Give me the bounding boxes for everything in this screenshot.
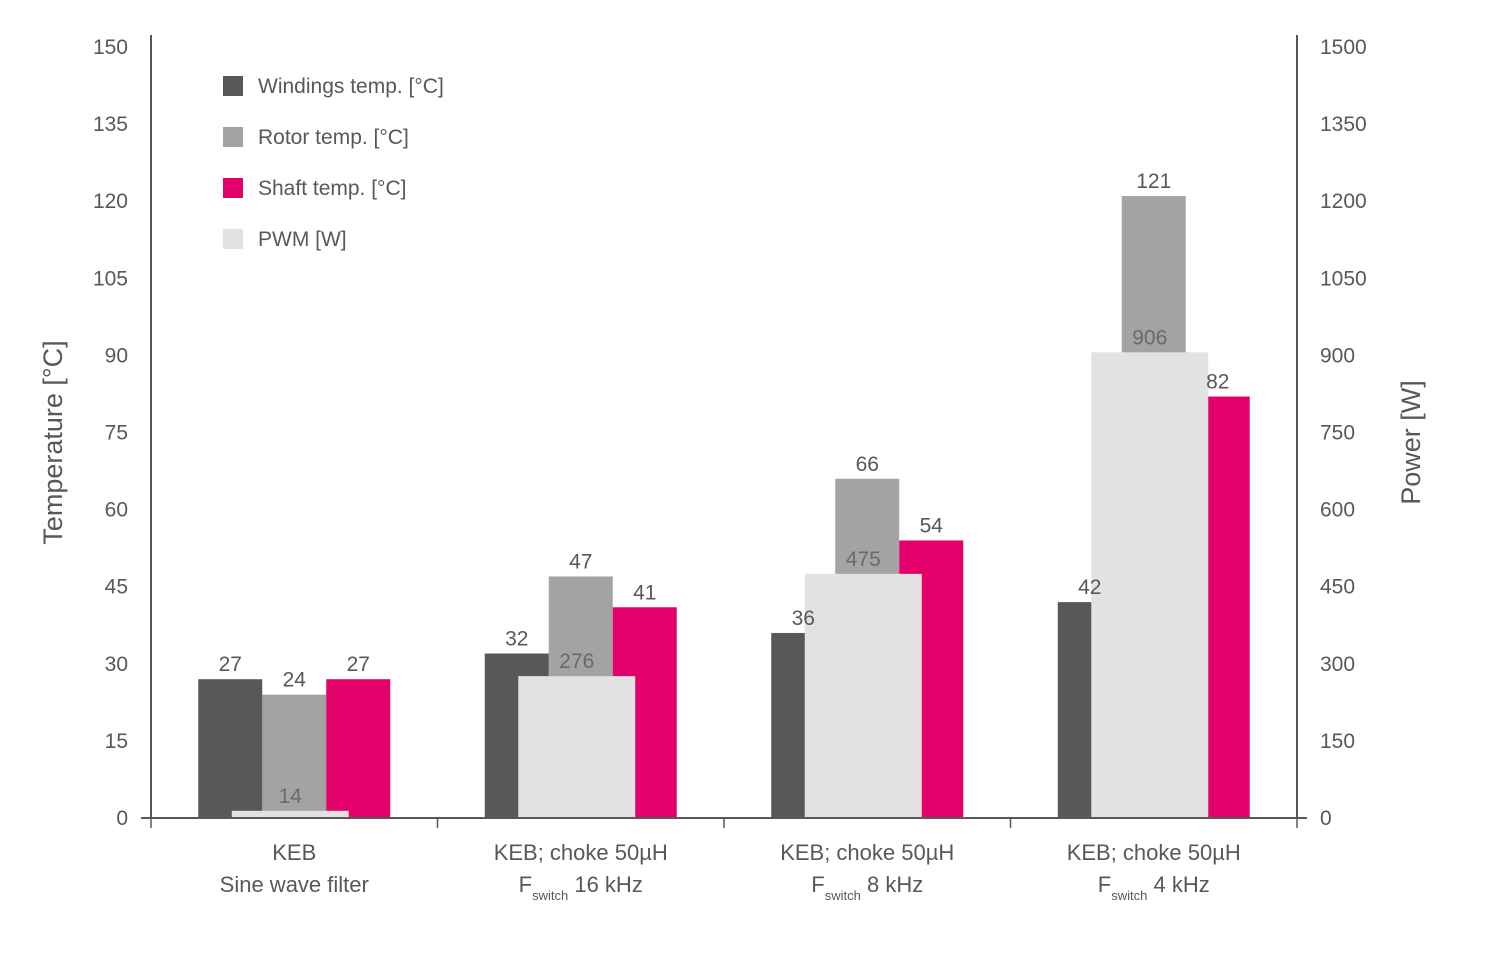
category-label-line1: KEB; choke 50µH <box>780 840 954 865</box>
data-label-shaft: 54 <box>920 514 944 537</box>
y-left-tick-label: 30 <box>105 653 128 676</box>
data-label-windings: 36 <box>792 607 815 630</box>
data-label-shaft: 41 <box>633 581 656 604</box>
category-label-line2: Sine wave filter <box>220 872 369 897</box>
data-label-windings: 42 <box>1078 576 1101 599</box>
y-right-tick-label: 600 <box>1320 499 1355 522</box>
y-left-tick-label: 0 <box>116 807 128 830</box>
data-label-rotor: 47 <box>569 550 592 573</box>
bar-shaft-temp <box>326 679 391 818</box>
data-label-pwm: 475 <box>846 548 881 571</box>
y-right-tick-label: 1500 <box>1320 36 1367 59</box>
bar-pwm-power <box>1091 352 1209 818</box>
y-left-tick-label: 120 <box>93 190 128 213</box>
y-left-tick-label: 135 <box>93 113 128 136</box>
data-label-rotor: 66 <box>856 453 879 476</box>
data-label-windings: 27 <box>219 653 242 676</box>
data-label-pwm: 14 <box>279 785 303 808</box>
y-left-tick-label: 90 <box>105 344 128 367</box>
y-right-tick-label: 300 <box>1320 653 1355 676</box>
category-label-line2: Fswitch 8 kHz <box>811 872 923 903</box>
y-left-tick-label: 75 <box>105 422 128 445</box>
data-label-windings: 32 <box>505 628 528 651</box>
legend-swatch <box>223 127 243 147</box>
category-label-line1: KEB; choke 50µH <box>1067 840 1241 865</box>
bar-pwm-power <box>804 573 922 818</box>
data-label-rotor: 24 <box>283 669 307 692</box>
category-label-line2: Fswitch 16 kHz <box>519 872 643 903</box>
data-label-pwm: 906 <box>1132 326 1167 349</box>
bar-windings-temp <box>198 679 263 818</box>
y-axis-right-title: Power [W] <box>1396 380 1426 505</box>
y-right-tick-label: 1200 <box>1320 190 1367 213</box>
y-left-tick-label: 45 <box>105 576 128 599</box>
legend-swatch <box>223 178 243 198</box>
legend-label: Rotor temp. [°C] <box>258 126 409 149</box>
legend-label: PWM [W] <box>258 228 347 251</box>
category-label-line2: Fswitch 4 kHz <box>1098 872 1210 903</box>
bar-pwm-power <box>231 810 349 818</box>
legend-swatch <box>223 229 243 249</box>
category-label-line1: KEB <box>272 840 316 865</box>
y-left-tick-label: 15 <box>105 730 128 753</box>
data-label-pwm: 276 <box>559 650 594 673</box>
y-right-tick-label: 450 <box>1320 576 1355 599</box>
y-right-tick-label: 150 <box>1320 730 1355 753</box>
y-right-tick-label: 900 <box>1320 344 1355 367</box>
y-right-tick-label: 0 <box>1320 807 1332 830</box>
data-label-shaft: 27 <box>347 653 370 676</box>
category-label-line1: KEB; choke 50µH <box>494 840 668 865</box>
y-left-tick-label: 105 <box>93 267 128 290</box>
data-label-shaft: 82 <box>1206 371 1229 394</box>
y-axis-left-title: Temperature [°C] <box>38 340 68 544</box>
y-left-tick-label: 60 <box>105 499 128 522</box>
legend-swatch <box>223 76 243 96</box>
legend-label: Windings temp. [°C] <box>258 75 444 98</box>
y-right-tick-label: 750 <box>1320 422 1355 445</box>
data-label-rotor: 121 <box>1136 170 1171 193</box>
y-right-tick-label: 1050 <box>1320 267 1367 290</box>
y-left-tick-label: 150 <box>93 36 128 59</box>
bar-rotor-temp <box>262 694 327 818</box>
bar-pwm-power <box>518 676 636 818</box>
legend-label: Shaft temp. [°C] <box>258 177 406 200</box>
y-right-tick-label: 1350 <box>1320 113 1367 136</box>
